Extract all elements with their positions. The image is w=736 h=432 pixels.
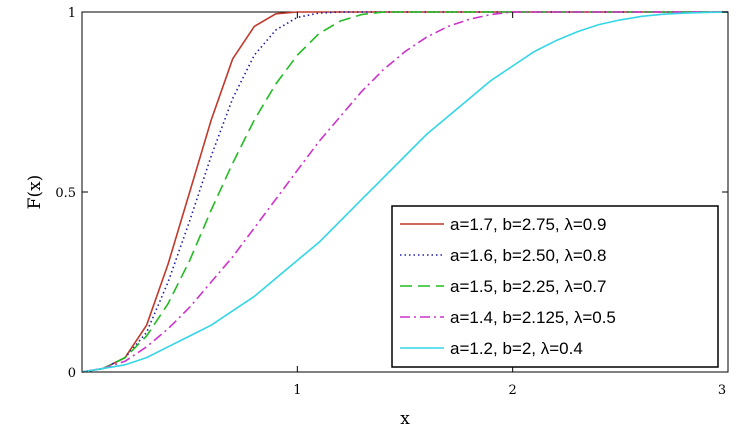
series-line-4 (81, 11, 728, 373)
series-line-2 (81, 11, 728, 373)
y-tick-label: 0 (68, 366, 76, 381)
x-tick-label: 1 (293, 383, 301, 398)
series-layer (81, 11, 729, 373)
series-line-3 (81, 11, 728, 373)
legend-label-5: a=1.2, b=2, λ=0.4 (450, 339, 583, 358)
plot-area (81, 11, 729, 373)
y-tick-label: 1 (68, 6, 76, 21)
series-line-5 (81, 11, 729, 373)
y-tick-label: 0.5 (55, 186, 76, 201)
ticks-layer: 1 2 3 0 0.5 1 (55, 6, 729, 398)
legend-label-1: a=1.7, b=2.75, λ=0.9 (450, 215, 606, 234)
legend-label-2: a=1.6, b=2.50, λ=0.8 (450, 246, 606, 265)
x-tick-label: 3 (718, 383, 726, 398)
legend-label-4: a=1.4, b=2.125, λ=0.5 (450, 308, 616, 327)
legend: a=1.7, b=2.75, λ=0.9 a=1.6, b=2.50, λ=0.8… (391, 205, 719, 368)
x-tick-label: 2 (509, 383, 517, 398)
y-axis-label: F(x) (25, 175, 45, 210)
x-axis-label: x (400, 409, 410, 429)
legend-label-3: a=1.5, b=2.25, λ=0.7 (450, 277, 606, 296)
legend-box (391, 205, 719, 368)
